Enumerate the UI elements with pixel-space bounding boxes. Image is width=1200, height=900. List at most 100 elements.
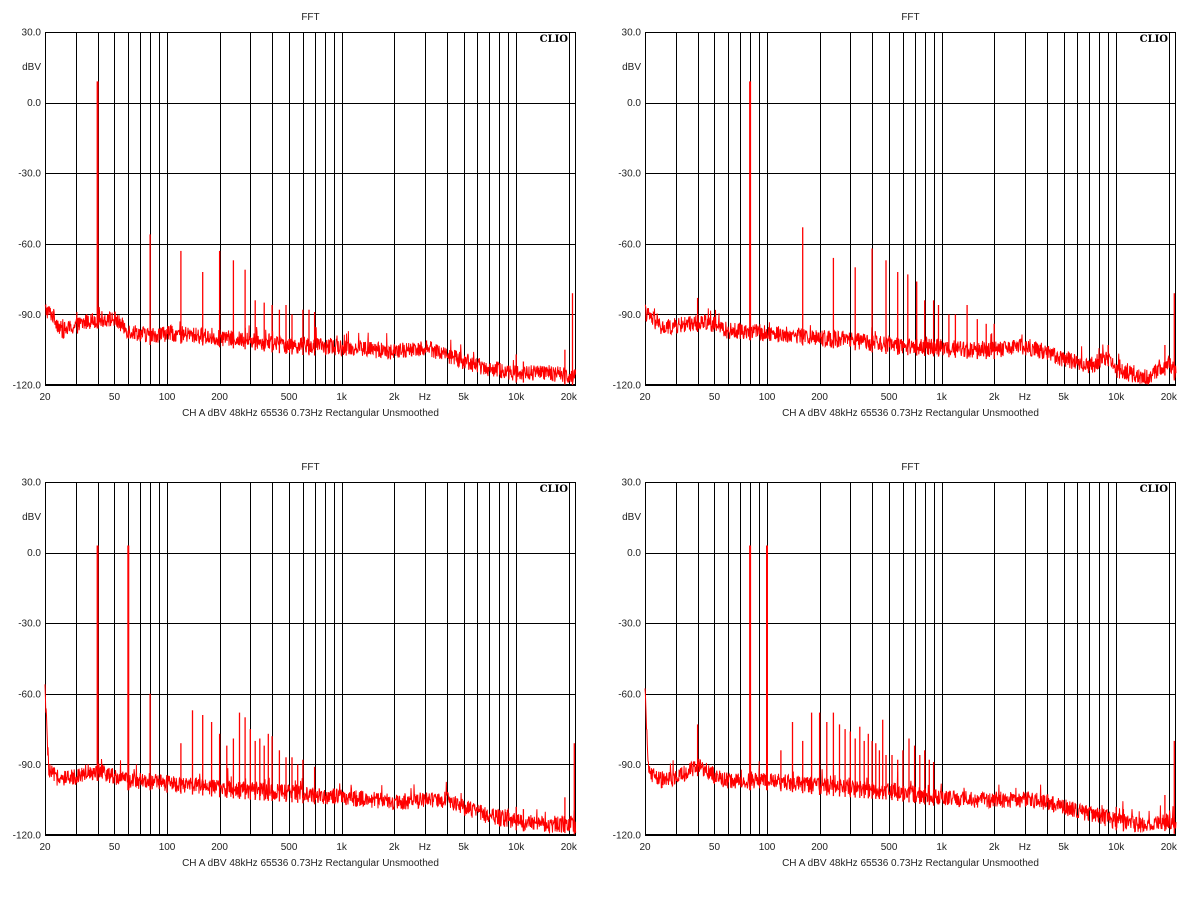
plot-frame [45,32,576,385]
fft-panel-4: FFT CLIO 30.0 0.0 -30.0 -60.0 -90.0 -120.0 dBV 20… [600,450,1200,900]
x-axis-label: Hz [419,842,431,853]
x-tick-label: 5k [1058,392,1070,403]
fft-panel-1: FFT CLIO 30.0 0.0 -30.0 -60.0 -90.0 -120.0 dBV 20… [0,0,600,450]
measurement-info: CH A dBV 48kHz 65536 0.73Hz Rectangular … [182,408,439,419]
x-tick-label: 20 [39,842,51,853]
fft-panel-2: FFT CLIO 30.0 0.0 -30.0 -60.0 -90.0 -120.0 dBV 20… [600,0,1200,450]
y-axis-label: dBV [622,512,641,523]
y-tick-label: -120.0 [13,381,42,392]
y-tick-label: -60.0 [618,239,641,250]
fft-chart-svg: FFT CLIO 30.0 0.0 -30.0 -60.0 -90.0 -120.0 dBV 20… [13,462,578,869]
x-tick-label: 1k [936,392,948,403]
fft-panel-3: FFT CLIO 30.0 0.0 -30.0 -60.0 -90.0 -120.0 dBV 20… [0,450,600,900]
grid [45,482,576,836]
x-tick-label: 50 [109,842,121,853]
brand-logo: CLIO [1140,34,1169,45]
x-tick-label: 10k [508,392,525,403]
x-tick-label: 5k [458,842,470,853]
x-tick-label: 20k [561,842,578,853]
plot-area [645,32,1176,385]
x-tick-label: 20 [639,392,651,403]
plot-frame [45,482,576,835]
x-axis-label: Hz [1019,842,1031,853]
x-tick-label: 1k [936,842,948,853]
y-axis-label: dBV [622,62,641,73]
plot-frame [645,32,1176,385]
measurement-info: CH A dBV 48kHz 65536 0.73Hz Rectangular … [182,858,439,869]
chart-title: FFT [901,462,919,473]
x-tick-label: 5k [1058,842,1070,853]
y-axis-label: dBV [22,62,41,73]
x-axis-label: Hz [419,392,431,403]
x-tick-label: 20 [39,392,51,403]
fft-chart-svg: FFT CLIO 30.0 0.0 -30.0 -60.0 -90.0 -120.0 dBV 20… [613,12,1178,419]
plot-area [45,482,576,835]
y-tick-label: 30.0 [22,28,42,39]
y-tick-label: 30.0 [22,478,42,489]
x-tick-label: 10k [1108,842,1125,853]
x-tick-label: 500 [881,842,898,853]
y-tick-label: -120.0 [613,381,642,392]
x-tick-label: 1k [336,842,348,853]
measurement-info: CH A dBV 48kHz 65536 0.73Hz Rectangular … [782,408,1039,419]
y-tick-label: -120.0 [613,831,642,842]
x-tick-label: 10k [1108,392,1125,403]
x-tick-label: 200 [211,842,228,853]
plot-area [45,32,576,385]
x-tick-label: 1k [336,392,348,403]
y-tick-label: 30.0 [622,28,642,39]
series-trace [44,545,577,835]
x-tick-label: 500 [881,392,898,403]
series-trace [44,81,577,385]
y-tick-label: -90.0 [618,310,641,321]
y-tick-label: -30.0 [18,169,41,180]
x-tick-label: 2k [389,392,401,403]
x-tick-label: 50 [109,392,121,403]
chart-title: FFT [301,462,319,473]
y-axis-label: dBV [22,512,41,523]
y-tick-label: -60.0 [18,689,41,700]
noise-floor-line [644,304,1177,386]
series-trace [644,545,1177,834]
x-tick-label: 20k [1161,842,1178,853]
brand-logo: CLIO [1140,484,1169,495]
y-tick-label: -90.0 [618,760,641,771]
x-tick-label: 20 [639,842,651,853]
y-tick-label: -30.0 [18,619,41,630]
x-tick-label: 2k [989,842,1001,853]
y-tick-label: -30.0 [618,619,641,630]
x-tick-label: 50 [709,392,721,403]
x-tick-label: 10k [508,842,525,853]
fft-chart-svg: FFT CLIO 30.0 0.0 -30.0 -60.0 -90.0 -120.0 dBV 20… [13,12,578,419]
chart-title: FFT [901,12,919,23]
y-tick-label: 0.0 [27,98,41,109]
y-tick-label: 0.0 [27,548,41,559]
x-tick-label: 100 [759,392,776,403]
y-tick-label: 30.0 [622,478,642,489]
y-tick-label: 0.0 [627,98,641,109]
x-axis-label: Hz [1019,392,1031,403]
brand-logo: CLIO [540,34,569,45]
x-tick-label: 100 [159,392,176,403]
x-tick-label: 500 [281,392,298,403]
y-tick-label: -60.0 [618,689,641,700]
x-tick-label: 20k [1161,392,1178,403]
y-tick-label: -90.0 [18,310,41,321]
x-tick-label: 100 [159,842,176,853]
measurement-info: CH A dBV 48kHz 65536 0.73Hz Rectangular … [782,858,1039,869]
y-tick-label: -120.0 [13,831,42,842]
x-tick-label: 2k [989,392,1001,403]
x-tick-label: 200 [811,842,828,853]
noise-floor-line [44,684,577,834]
plot-frame [645,482,1176,835]
plot-area [645,482,1176,835]
y-tick-label: -60.0 [18,239,41,250]
y-tick-label: -30.0 [618,169,641,180]
fft-chart-svg: FFT CLIO 30.0 0.0 -30.0 -60.0 -90.0 -120.0 dBV 20… [613,462,1178,869]
x-tick-label: 50 [709,842,721,853]
x-tick-label: 20k [561,392,578,403]
x-tick-label: 200 [811,392,828,403]
x-tick-label: 200 [211,392,228,403]
x-tick-label: 100 [759,842,776,853]
y-tick-label: -90.0 [18,760,41,771]
